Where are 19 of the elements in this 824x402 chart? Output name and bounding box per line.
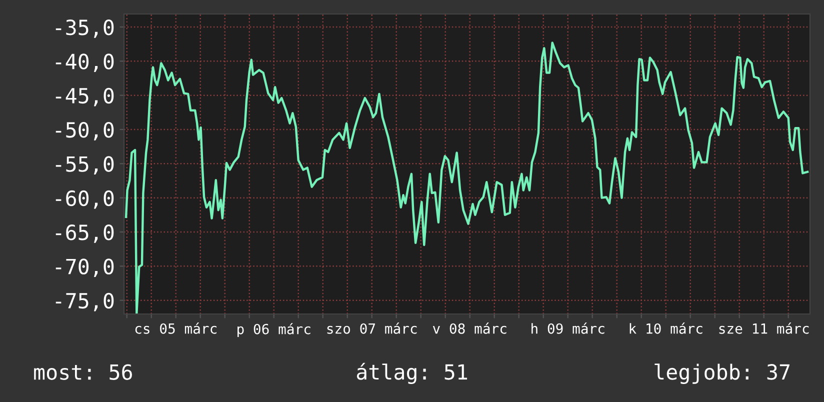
y-tick-label: -40,0 <box>56 54 114 72</box>
x-tick-label: cs 05 márc <box>135 322 217 334</box>
x-tick-label: szo 07 márc <box>327 322 417 334</box>
y-tick-label: -50,0 <box>56 122 114 140</box>
y-tick-label: -75,0 <box>56 292 114 312</box>
y-tick-label: -65,0 <box>56 224 114 243</box>
x-tick-label: v 08 márc <box>432 322 506 334</box>
text: legjobb: 37 <box>654 364 790 384</box>
y-tick-label: -45,0 <box>56 88 114 106</box>
x-tick-label: h 09 márc <box>532 322 604 334</box>
x-tick-label: sze 11 márc <box>719 322 809 334</box>
y-tick-label: -70,0 <box>56 258 114 278</box>
text: most: 56 <box>34 364 132 380</box>
x-tick-label: k 10 márc <box>630 322 702 334</box>
y-tick-label: -55,0 <box>56 156 114 175</box>
y-tick-label: -35,0 <box>56 19 114 38</box>
x-tick-label: p 06 márc <box>238 323 310 338</box>
y-tick-label: -60,0 <box>56 190 114 209</box>
text: átlag: 51 <box>356 362 468 384</box>
